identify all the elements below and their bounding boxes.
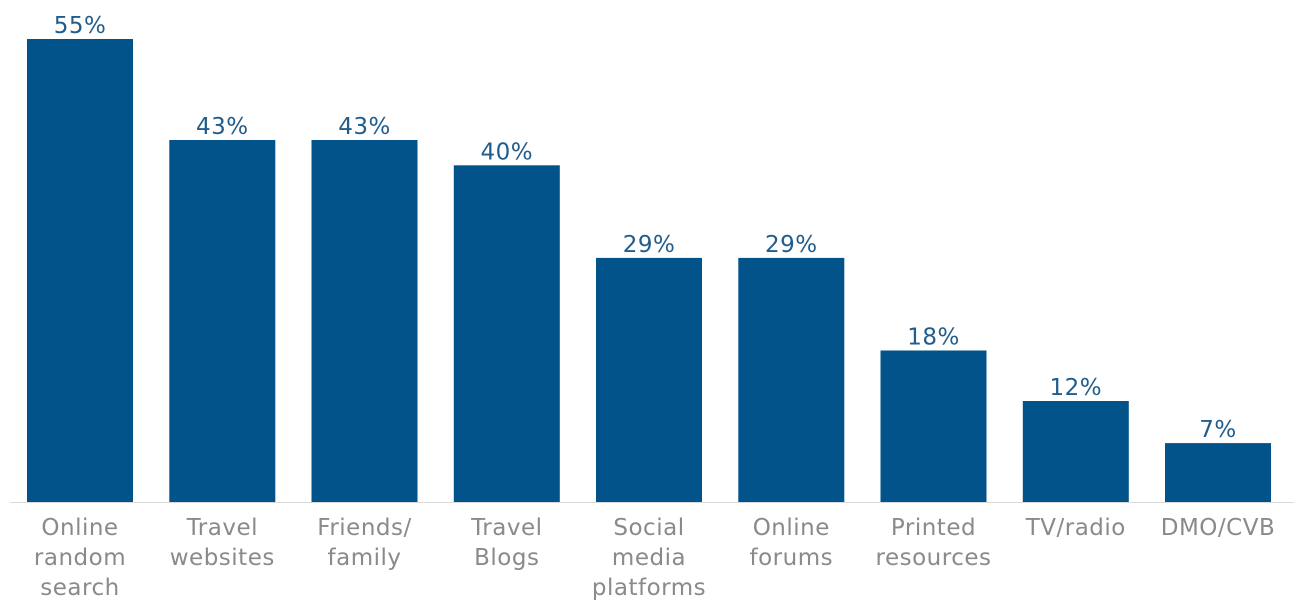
category-labels-group: Online random search Travel websites Friends/… [34, 515, 1275, 601]
bar [453, 165, 560, 503]
category-label: Travel Blogs [470, 515, 542, 571]
category-label-line: Friends/ [317, 515, 411, 541]
bar [1022, 401, 1129, 502]
bar [596, 257, 702, 502]
bar-value-label: 18% [907, 325, 960, 351]
category-label: Printed resources [876, 515, 992, 571]
bar [311, 140, 418, 502]
bar [738, 257, 845, 502]
category-label: Social media platforms [592, 515, 706, 601]
bar-value-label: 55% [54, 13, 107, 39]
category-label: Online random search [34, 515, 126, 601]
category-label-line: random [34, 545, 126, 571]
bar-value-label: 43% [338, 114, 391, 140]
category-label-line: Printed [891, 515, 976, 541]
bar-value-label: 29% [765, 232, 818, 258]
category-label-line: platforms [592, 575, 706, 601]
value-labels-group: 55% 43% 43% 40% 29% 29% 18% 12% 7% [54, 13, 1237, 443]
bar [169, 140, 276, 502]
category-label-line: TV/radio [1025, 515, 1126, 541]
bar-value-label: 7% [1199, 417, 1237, 443]
bar-value-label: 29% [623, 232, 676, 258]
bar-value-label: 12% [1049, 375, 1102, 401]
bar [27, 39, 133, 502]
bars-group [27, 39, 1271, 503]
category-label-line: resources [876, 545, 992, 571]
category-label: TV/radio [1025, 515, 1126, 541]
category-label-line: websites [170, 545, 275, 571]
category-label-line: media [612, 545, 686, 571]
category-label-line: DMO/CVB [1161, 515, 1275, 541]
bar [880, 350, 987, 502]
category-label: Travel websites [170, 515, 275, 571]
category-label-line: Blogs [474, 545, 539, 571]
category-label-line: Travel [470, 515, 542, 541]
bar-value-label: 40% [480, 139, 533, 165]
category-label: Online forums [750, 515, 834, 571]
category-label: Friends/family [317, 515, 411, 571]
category-label-line: forums [750, 545, 834, 571]
category-label-line: Online [41, 515, 118, 541]
bar [1165, 443, 1271, 502]
category-label-line: Social [613, 515, 684, 541]
category-label-line: Travel [186, 515, 258, 541]
category-label: DMO/CVB [1161, 515, 1275, 541]
category-label-line: Online [753, 515, 830, 541]
category-label-line: family [328, 545, 402, 571]
bar-value-label: 43% [196, 114, 249, 140]
category-label-line: search [40, 575, 119, 601]
